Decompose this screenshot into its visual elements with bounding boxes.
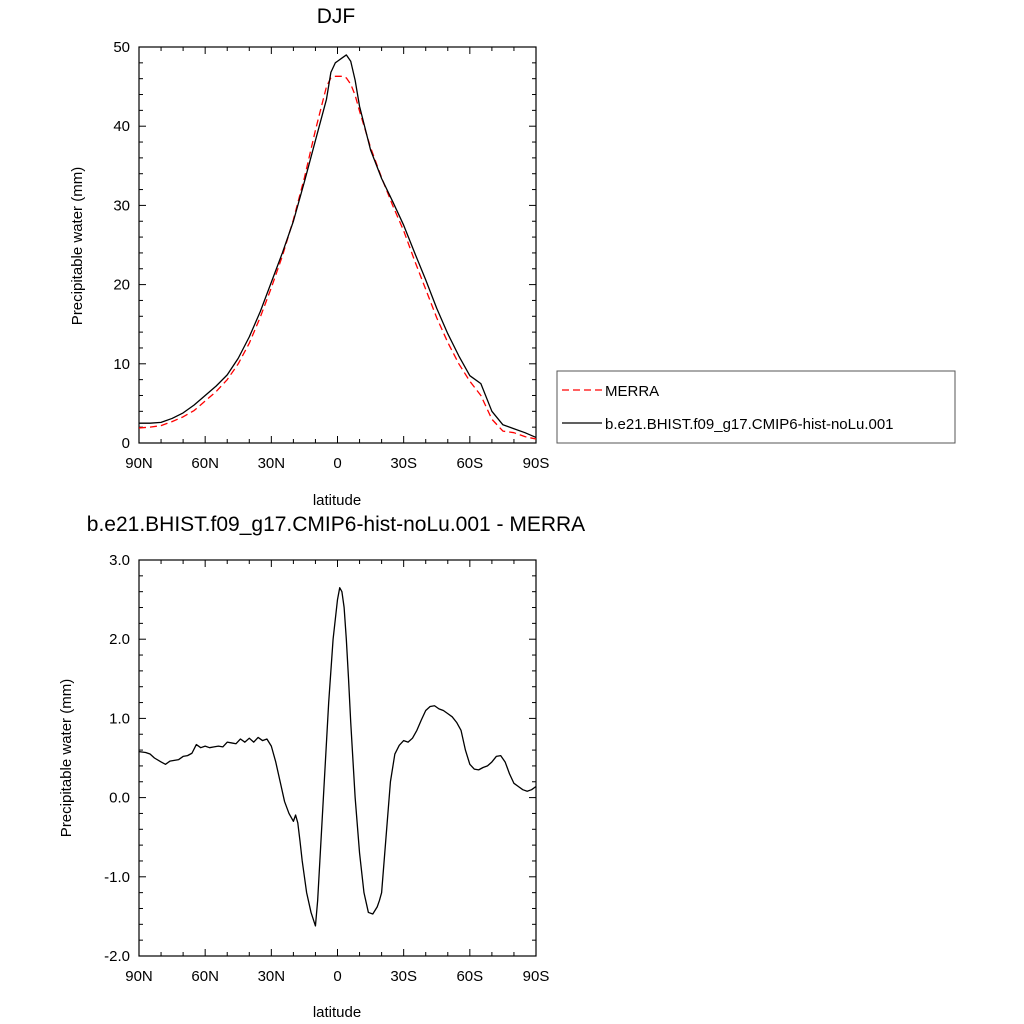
bottom-chart-title: b.e21.BHIST.f09_g17.CMIP6-hist-noLu.001 … bbox=[87, 513, 585, 536]
legend-box bbox=[556, 370, 956, 444]
y-tick-label: -2.0 bbox=[104, 948, 130, 965]
top-y-axis-label: Precipitable water (mm) bbox=[69, 167, 86, 325]
top-panel: DJF 90N 60N 30N 0 30S 60S 90S 0 10 20 30 40 50 lati… bbox=[69, 5, 549, 509]
x-tick-label: 90N bbox=[125, 968, 153, 985]
top-x-axis-label: latitude bbox=[313, 492, 361, 509]
series-line-merra bbox=[138, 75, 537, 440]
bottom-y-tick-labels: -2.0 -1.0 0.0 1.0 2.0 3.0 bbox=[104, 552, 130, 965]
top-y-tick-labels: 0 10 20 30 40 50 bbox=[113, 39, 130, 452]
y-tick-label: 2.0 bbox=[109, 631, 130, 648]
series-line-difference bbox=[138, 587, 537, 927]
bottom-series bbox=[138, 587, 537, 927]
x-tick-label: 60N bbox=[191, 455, 219, 472]
legend-label-model: b.e21.BHIST.f09_g17.CMIP6-hist-noLu.001 bbox=[605, 416, 894, 433]
x-tick-label: 0 bbox=[333, 968, 341, 985]
x-tick-label: 90S bbox=[523, 968, 550, 985]
top-x-tick-labels: 90N 60N 30N 0 30S 60S 90S bbox=[125, 455, 549, 472]
bottom-x-axis-label: latitude bbox=[313, 1004, 361, 1021]
legend: MERRA b.e21.BHIST.f09_g17.CMIP6-hist-noL… bbox=[556, 370, 956, 444]
bottom-plot-frame bbox=[138, 559, 537, 957]
y-tick-label: 1.0 bbox=[109, 710, 130, 727]
x-tick-label: 30N bbox=[258, 968, 286, 985]
bottom-panel: b.e21.BHIST.f09_g17.CMIP6-hist-noLu.001 … bbox=[58, 513, 585, 1021]
x-tick-label: 60S bbox=[456, 968, 483, 985]
y-tick-label: 0.0 bbox=[109, 790, 130, 807]
x-tick-label: 30S bbox=[390, 968, 417, 985]
bottom-tick-marks bbox=[138, 559, 537, 957]
bottom-x-tick-labels: 90N 60N 30N 0 30S 60S 90S bbox=[125, 968, 549, 985]
x-tick-label: 60N bbox=[191, 968, 219, 985]
x-tick-label: 30S bbox=[390, 455, 417, 472]
y-tick-label: 50 bbox=[113, 39, 130, 56]
top-plot-frame bbox=[138, 46, 537, 444]
x-tick-label: 0 bbox=[333, 455, 341, 472]
x-tick-label: 90S bbox=[523, 455, 550, 472]
top-series bbox=[138, 54, 537, 440]
y-tick-label: 20 bbox=[113, 277, 130, 294]
y-tick-label: 3.0 bbox=[109, 552, 130, 569]
top-chart-title: DJF bbox=[317, 5, 356, 28]
y-tick-label: 0 bbox=[122, 435, 130, 452]
bottom-y-axis-label: Precipitable water (mm) bbox=[58, 679, 75, 837]
x-tick-label: 90N bbox=[125, 455, 153, 472]
x-tick-label: 30N bbox=[258, 455, 286, 472]
x-tick-label: 60S bbox=[456, 455, 483, 472]
y-tick-label: 40 bbox=[113, 118, 130, 135]
legend-label-merra: MERRA bbox=[605, 383, 659, 400]
y-tick-label: 10 bbox=[113, 356, 130, 373]
series-line-model bbox=[139, 54, 537, 439]
y-tick-label: 30 bbox=[113, 197, 130, 214]
top-tick-marks bbox=[138, 46, 537, 444]
y-tick-label: -1.0 bbox=[104, 869, 130, 886]
